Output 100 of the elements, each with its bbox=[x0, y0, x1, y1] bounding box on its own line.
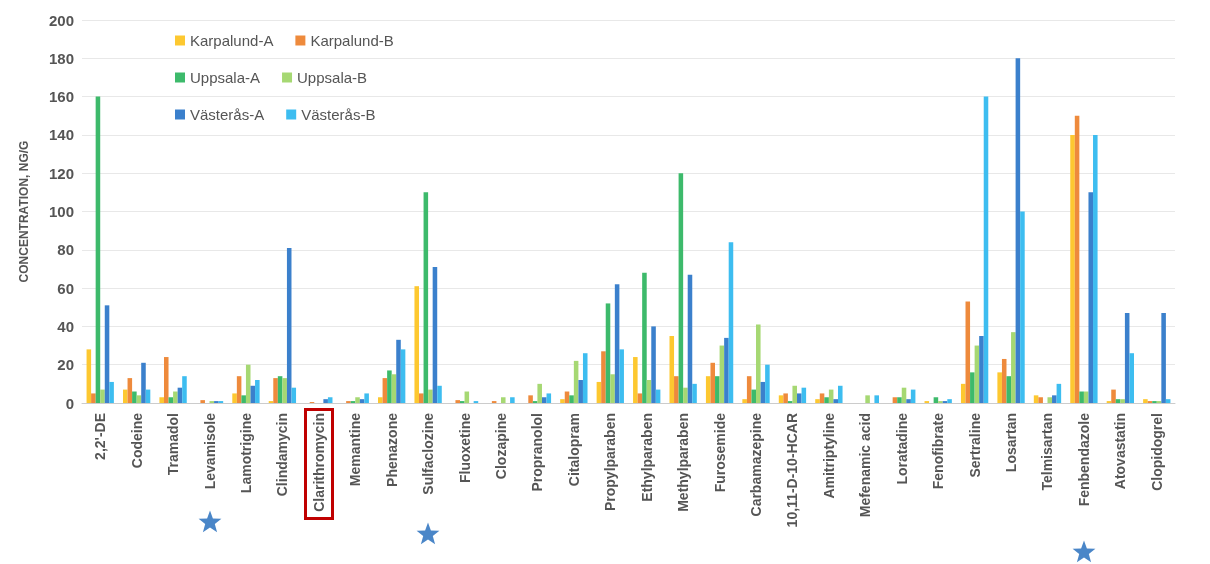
y-tick-label: 120 bbox=[48, 164, 74, 182]
bar bbox=[541, 397, 547, 403]
bar bbox=[100, 389, 105, 403]
x-tick-label: Methylparaben bbox=[675, 413, 692, 512]
x-tick-label: Amitriptyline bbox=[820, 412, 837, 499]
bar bbox=[1020, 211, 1025, 403]
bar bbox=[619, 349, 624, 403]
x-tick-label: Furosemide bbox=[711, 412, 728, 493]
bar bbox=[792, 385, 797, 403]
bar bbox=[824, 397, 829, 403]
bar bbox=[359, 399, 365, 403]
bar bbox=[323, 399, 328, 403]
x-tick-label: Atovastatin bbox=[1112, 413, 1129, 490]
bar bbox=[560, 399, 565, 403]
bar bbox=[674, 376, 679, 403]
bar bbox=[500, 397, 506, 403]
bar bbox=[141, 362, 146, 403]
bar bbox=[437, 385, 442, 403]
bar bbox=[132, 391, 137, 403]
bar bbox=[1143, 399, 1148, 403]
bar bbox=[1111, 389, 1116, 403]
bar bbox=[715, 376, 720, 403]
bar bbox=[578, 380, 583, 403]
bar bbox=[387, 370, 392, 403]
x-tick-label: Loratadine bbox=[893, 412, 910, 485]
x-tick-label: 10,11-D-10-HCAR bbox=[784, 413, 801, 528]
bar bbox=[797, 393, 802, 403]
bar bbox=[1093, 134, 1098, 403]
x-tick-label: Mefenamic acid bbox=[857, 413, 874, 518]
bar bbox=[428, 389, 433, 403]
bar bbox=[182, 376, 187, 403]
bar bbox=[906, 399, 911, 403]
x-tick-label: Clindamycin bbox=[274, 413, 291, 497]
bar bbox=[874, 395, 879, 403]
bar bbox=[1047, 397, 1053, 403]
bar bbox=[364, 393, 369, 403]
bar bbox=[173, 391, 178, 403]
bar bbox=[1129, 353, 1135, 403]
x-tick-label: Memantine bbox=[347, 412, 364, 487]
bar bbox=[1165, 399, 1171, 403]
bar bbox=[692, 383, 697, 403]
bar bbox=[273, 378, 278, 403]
bar bbox=[742, 399, 747, 403]
bar bbox=[837, 385, 843, 403]
bar bbox=[168, 397, 174, 403]
bar bbox=[1079, 391, 1084, 403]
legend-label: Karpalund-A bbox=[190, 32, 274, 49]
bar bbox=[1033, 395, 1039, 403]
bar bbox=[819, 393, 825, 403]
bar bbox=[245, 364, 251, 403]
x-tick-label: Carbamazepine bbox=[748, 412, 765, 517]
bar bbox=[633, 357, 638, 403]
y-tick-label: 160 bbox=[48, 88, 74, 106]
y-tick-label: 0 bbox=[65, 394, 74, 412]
bar bbox=[396, 339, 401, 403]
bar bbox=[1038, 397, 1043, 403]
bar bbox=[455, 400, 460, 403]
bar bbox=[414, 286, 420, 403]
bar bbox=[1120, 399, 1125, 403]
bar bbox=[282, 378, 287, 403]
x-tick-label: Sulfaclozine bbox=[420, 412, 437, 495]
bar bbox=[255, 380, 260, 403]
x-tick-label: Codeine bbox=[128, 412, 145, 469]
x-tick-label: Tramadol bbox=[165, 413, 182, 476]
bar bbox=[1011, 332, 1016, 403]
y-tick-label: 100 bbox=[48, 203, 74, 220]
bar bbox=[833, 399, 838, 403]
legend-label: Uppsala-B bbox=[297, 69, 368, 86]
bar bbox=[91, 393, 96, 403]
bar bbox=[537, 383, 542, 403]
bar bbox=[724, 337, 729, 403]
bar bbox=[136, 395, 142, 403]
bar bbox=[710, 362, 716, 403]
x-tick-label: Fenofibrate bbox=[930, 412, 947, 490]
y-tick-label: 60 bbox=[57, 279, 74, 297]
bar bbox=[122, 389, 128, 403]
bar bbox=[892, 397, 898, 403]
bar bbox=[378, 397, 383, 403]
y-tick-label: 40 bbox=[57, 317, 74, 335]
bar bbox=[232, 393, 237, 403]
bar bbox=[815, 399, 820, 403]
y-tick-label: 200 bbox=[48, 11, 74, 29]
bar bbox=[1006, 376, 1012, 403]
bar bbox=[933, 397, 939, 403]
bar bbox=[637, 393, 643, 403]
bar bbox=[1161, 313, 1166, 403]
bar bbox=[291, 387, 297, 403]
x-tick-label: Lamotrigine bbox=[237, 412, 254, 494]
bar bbox=[582, 353, 588, 403]
bar bbox=[897, 397, 902, 403]
x-tick-label: Sertraline bbox=[966, 412, 983, 478]
x-tick-label: Citalopram bbox=[565, 413, 582, 487]
legend-label: Karpalund-B bbox=[310, 32, 394, 49]
legend-label: Västerås-B bbox=[301, 106, 376, 123]
bar bbox=[960, 383, 966, 403]
y-tick-label: 80 bbox=[57, 241, 74, 259]
bar bbox=[1052, 395, 1057, 403]
x-tick-label: Clopidogrel bbox=[1148, 413, 1165, 491]
bar bbox=[778, 395, 784, 403]
bar bbox=[528, 395, 533, 403]
